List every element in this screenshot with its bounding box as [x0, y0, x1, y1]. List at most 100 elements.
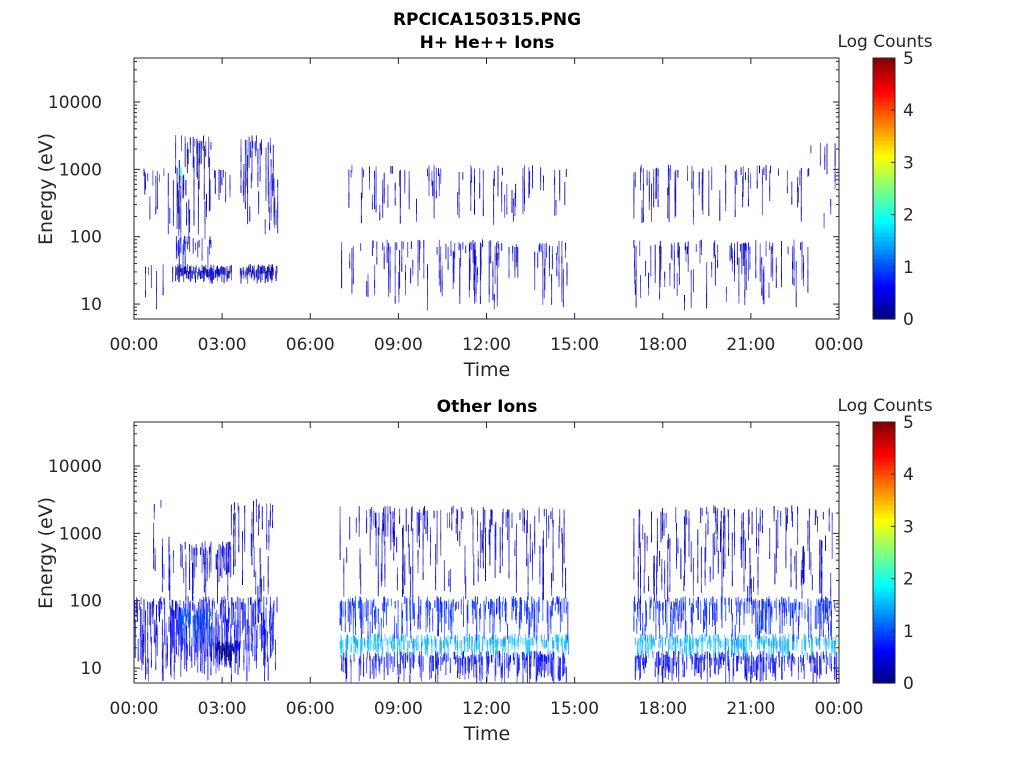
spectrogram-cell: [214, 178, 216, 187]
spectrogram-cell: [410, 566, 412, 575]
spectrogram-cell: [259, 166, 261, 174]
spectrogram-cell: [833, 656, 835, 665]
colorbar-segment: [873, 105, 895, 111]
spectrogram-cell: [491, 636, 493, 644]
spectrogram-cell: [389, 506, 391, 515]
spectrogram-cell: [362, 626, 364, 634]
spectrogram-cell: [169, 569, 171, 578]
spectrogram-cell: [248, 625, 250, 634]
spectrogram-cell: [394, 249, 396, 258]
spectrogram-cell: [507, 517, 509, 525]
spectrogram-cell: [161, 665, 163, 674]
spectrogram-cell: [540, 175, 542, 183]
spectrogram-cell: [156, 193, 158, 202]
spectrogram-cell: [208, 619, 210, 627]
spectrogram-cell: [412, 535, 414, 544]
spectrogram-cell: [551, 253, 553, 262]
spectrogram-cell: [205, 578, 207, 586]
spectrogram-cell: [542, 639, 544, 648]
spectrogram-cell: [264, 635, 265, 643]
spectrogram-cell: [374, 609, 376, 618]
spectrogram-cell: [167, 658, 168, 667]
spectrogram-cell: [244, 626, 246, 635]
spectrogram-cell: [700, 637, 702, 645]
spectrogram-cell: [222, 553, 224, 561]
spectrogram-cell: [781, 672, 783, 680]
spectrogram-cell: [200, 608, 202, 617]
spectrogram-cell: [196, 627, 198, 636]
spectrogram-cell: [529, 171, 531, 179]
spectrogram-cell: [350, 675, 352, 683]
spectrogram-cell: [383, 514, 385, 522]
spectrogram-cell: [430, 670, 432, 679]
spectrogram-cell: [490, 599, 492, 607]
spectrogram-cell: [542, 266, 544, 275]
spectrogram-cell: [441, 610, 443, 618]
spectrogram-cell: [263, 650, 265, 658]
spectrogram-cell: [197, 617, 199, 626]
spectrogram-cell: [522, 190, 524, 199]
spectrogram-cell: [404, 554, 406, 562]
spectrogram-cell: [789, 651, 791, 660]
spectrogram-cell: [146, 659, 148, 667]
spectrogram-cell: [499, 658, 500, 667]
spectrogram-cell: [359, 655, 361, 664]
spectrogram-cell: [247, 201, 249, 209]
spectrogram-cell: [251, 173, 253, 182]
spectrogram-cell: [558, 525, 560, 534]
spectrogram-cell: [272, 152, 274, 161]
spectrogram-cell: [655, 183, 657, 192]
spectrogram-cell: [184, 609, 186, 617]
spectrogram-cell: [178, 206, 180, 214]
spectrogram-cell: [247, 612, 249, 621]
spectrogram-cell: [267, 579, 269, 587]
spectrogram-cell: [508, 635, 510, 644]
spectrogram-cell: [172, 565, 174, 574]
spectrogram-cell: [235, 655, 237, 664]
spectrogram-cell: [255, 148, 257, 157]
spectrogram-cell: [156, 170, 158, 179]
spectrogram-cell: [217, 268, 219, 277]
spectrogram-cell: [200, 607, 202, 615]
spectrogram-cell: [559, 672, 561, 681]
spectrogram-cell: [198, 143, 200, 151]
spectrogram-cell: [208, 607, 210, 615]
spectrogram-cell: [451, 623, 453, 632]
spectrogram-cell: [763, 664, 765, 673]
spectrogram-cell: [418, 603, 420, 612]
spectrogram-cell: [200, 614, 202, 623]
spectrogram-cell: [142, 649, 144, 658]
spectrogram-cell: [171, 638, 173, 646]
spectrogram-cell: [756, 656, 758, 664]
spectrogram-cell: [413, 611, 415, 619]
spectrogram-cell: [239, 621, 241, 629]
spectrogram-cell: [267, 180, 269, 189]
spectrogram-cell: [558, 256, 560, 264]
spectrogram-cell: [382, 603, 384, 611]
spectrogram-cell: [230, 666, 232, 675]
spectrogram-cell: [216, 647, 218, 655]
spectrogram-cell: [474, 602, 475, 610]
spectrogram-cell: [760, 654, 762, 662]
spectrogram-cell: [409, 612, 411, 621]
spectrogram-cell: [163, 168, 165, 177]
spectrogram-cell: [221, 274, 223, 282]
spectrogram-cell: [807, 269, 809, 278]
spectrogram-cell: [387, 647, 389, 656]
spectrogram-cell: [471, 507, 473, 515]
spectrogram-cell: [412, 581, 414, 590]
spectrogram-cell: [225, 544, 227, 552]
spectrogram-cell: [807, 261, 809, 270]
spectrogram-cell: [667, 638, 669, 647]
spectrogram-cell: [747, 198, 749, 207]
spectrogram-cell: [452, 599, 454, 607]
spectrogram-cell: [206, 641, 208, 649]
spectrogram-cell: [769, 178, 771, 186]
spectrogram-cell: [449, 609, 451, 618]
spectrogram-cell: [156, 612, 157, 620]
spectrogram-cell: [264, 665, 265, 674]
spectrogram-cell: [142, 648, 144, 656]
spectrogram-cell: [803, 671, 805, 680]
spectrogram-cell: [439, 599, 441, 608]
spectrogram-cell: [401, 602, 403, 611]
